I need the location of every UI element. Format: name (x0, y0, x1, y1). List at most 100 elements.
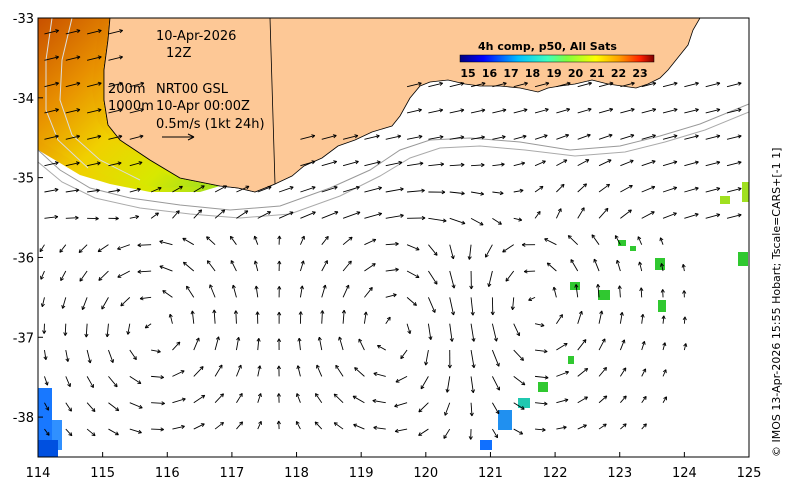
current-vector-arrow (253, 235, 259, 245)
isobath-200m (38, 103, 749, 211)
current-vector-arrow (406, 270, 420, 278)
current-vector-arrow (300, 235, 305, 245)
current-vector-arrow (726, 134, 742, 140)
current-vector-arrow (659, 237, 664, 245)
current-vector-arrow (44, 187, 59, 193)
current-vector-arrow (492, 190, 504, 196)
current-vector-arrow (342, 284, 350, 298)
current-vector-arrow (598, 133, 613, 140)
current-vector-arrow (276, 338, 282, 351)
current-vector-arrow (229, 235, 237, 245)
current-vector-arrow (598, 183, 610, 193)
current-vector-arrow (65, 428, 73, 437)
current-vector-arrow (406, 297, 417, 306)
current-vector-arrow (151, 375, 164, 380)
current-vector-arrow (513, 217, 523, 222)
current-vector-arrow (86, 402, 96, 413)
current-vector-arrow (193, 366, 204, 377)
current-vector-arrow (65, 349, 70, 362)
current-vector-arrow (193, 394, 206, 404)
current-vector-arrow (257, 420, 262, 430)
current-vector-arrow (492, 108, 507, 114)
current-vector-arrow (150, 212, 159, 219)
current-vector-arrow (574, 284, 579, 298)
current-vector-arrow (108, 108, 123, 114)
current-vector-arrow (620, 423, 627, 430)
current-vector-arrow (406, 81, 422, 88)
current-vector-arrow (620, 184, 633, 193)
current-vector-arrow (449, 191, 465, 196)
current-vector-arrow (577, 367, 589, 377)
current-vector-arrow (535, 375, 549, 380)
current-vector-arrow (469, 271, 474, 290)
current-vector-arrow (407, 161, 424, 167)
current-vector-arrow (182, 261, 195, 272)
current-vector-arrow (44, 108, 59, 114)
current-vector-arrow (278, 211, 294, 219)
current-vector-arrow (598, 310, 604, 324)
current-vector-arrow (598, 207, 609, 219)
current-vector-arrow (63, 323, 68, 336)
current-vector-arrow (299, 285, 304, 298)
current-vector-arrow (577, 159, 590, 167)
current-vector-arrow (577, 183, 588, 193)
current-vector-arrow (684, 108, 699, 114)
current-vector-arrow (129, 161, 143, 167)
current-vector-arrow (556, 398, 569, 404)
current-vector-arrow (449, 135, 465, 140)
current-vector-arrow (276, 365, 281, 377)
current-vector-arrow (641, 81, 657, 88)
current-vector-arrow (295, 393, 301, 403)
current-vector-arrow (470, 191, 485, 196)
current-vector-arrow (449, 217, 466, 225)
current-vector-arrow (641, 107, 657, 114)
current-vector-arrow (233, 310, 239, 324)
current-vector-arrow (491, 376, 501, 391)
current-vector-arrow (556, 370, 569, 377)
current-vector-arrow (485, 244, 493, 258)
annotation-isobath-200: 200m (108, 82, 145, 97)
current-vector-arrow (641, 368, 647, 377)
current-vector-arrow (257, 393, 262, 403)
current-vector-arrow (596, 283, 601, 298)
current-vector-arrow (445, 376, 451, 393)
x-tick-label: 117 (219, 466, 244, 481)
current-vector-arrow (470, 349, 476, 369)
current-vector-arrow (193, 337, 200, 351)
current-vector-arrow (726, 108, 742, 114)
colorbar-tick-label: 17 (503, 67, 518, 80)
current-vector-arrow (364, 212, 383, 219)
current-vector-arrow (65, 55, 81, 61)
current-vector-arrow (726, 213, 742, 219)
current-vector-arrow (449, 244, 455, 260)
current-vector-arrow (352, 395, 365, 404)
current-vector-arrow (449, 108, 465, 114)
current-vector-arrow (300, 134, 316, 140)
current-vector-arrow (321, 185, 338, 193)
x-tick-label: 125 (737, 466, 762, 481)
current-vector-arrow (637, 236, 643, 245)
current-vector-arrow (79, 270, 88, 282)
current-vector-arrow (40, 270, 45, 280)
x-axis: 114 115 116 117 118 119 120 121 122 123 124 125 (26, 452, 762, 481)
current-vector-arrow (490, 297, 495, 316)
current-vector-arrow (598, 367, 607, 377)
colorbar (459, 54, 655, 63)
current-vector-arrow (662, 212, 677, 219)
current-vector-arrow (206, 236, 216, 246)
current-vector-arrow (342, 236, 353, 246)
current-vector-arrow (299, 260, 305, 272)
current-vector-arrow (364, 186, 382, 193)
current-vector-arrow (129, 402, 143, 409)
current-vector-arrow (513, 81, 528, 88)
current-vector-arrow (591, 234, 600, 245)
current-vector-arrow (577, 207, 585, 219)
current-vector-arrow (400, 349, 408, 360)
current-vector-arrow (342, 260, 352, 272)
current-vector-arrow (502, 244, 514, 253)
current-vector-arrow (394, 402, 408, 408)
colorbar-ticks: 15 16 17 18 19 20 21 22 23 (460, 67, 647, 80)
current-vector-arrow (513, 349, 524, 361)
current-vector-arrow (639, 287, 644, 298)
